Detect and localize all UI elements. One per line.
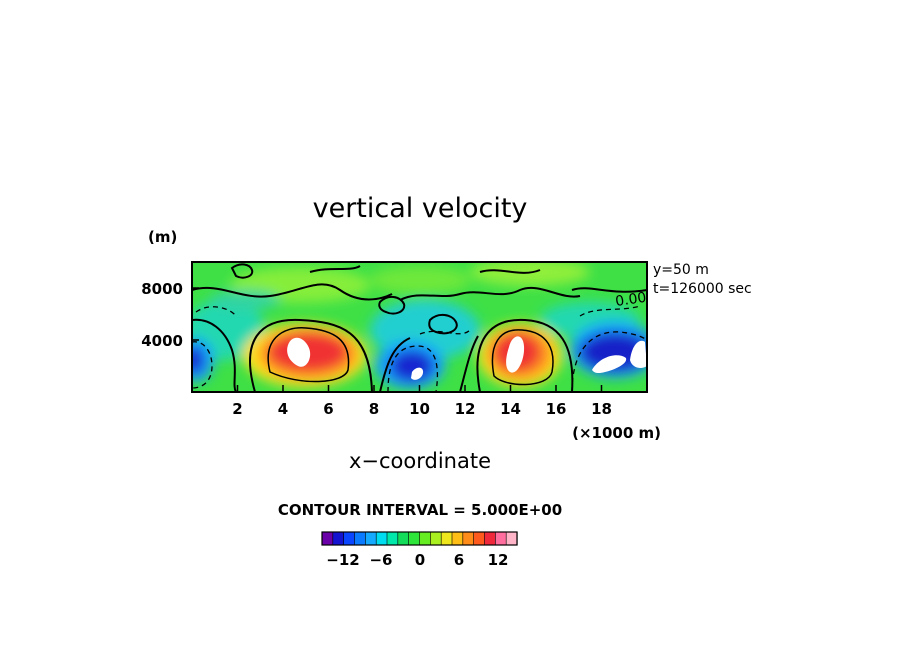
colorbar-swatch (505, 531, 518, 546)
y-axis-unit: (m) (148, 228, 177, 246)
contour-lines (192, 263, 647, 392)
colorbar-swatch (430, 531, 442, 546)
upper-light-patch (470, 262, 590, 286)
colorbar-swatch (495, 531, 507, 546)
x-tick-label: 16 (546, 400, 567, 418)
x-tick-label: 4 (278, 400, 288, 418)
colorbar-swatch (321, 531, 334, 546)
colorbar-swatch (375, 531, 388, 546)
annotation-time: t=126000 sec (653, 281, 752, 297)
colorbar-tick-label: −12 (326, 551, 359, 569)
x-tick-label: 14 (500, 400, 521, 418)
colorbar (321, 531, 518, 546)
upper-light-patch (370, 266, 470, 294)
colorbar-swatch (332, 531, 345, 546)
downdraft-core (192, 346, 204, 374)
heatmap-field: 0.00 (192, 262, 647, 392)
colorbar-tick-label: −6 (369, 551, 392, 569)
downdraft-peak-core (411, 367, 424, 380)
colorbar-swatch (354, 531, 366, 546)
colorbar-swatch (343, 531, 356, 546)
y-tick-label: 8000 (141, 280, 183, 298)
x-tick-label: 2 (232, 400, 242, 418)
x-axis-ticks (236, 385, 603, 392)
weak-downdraft-band (210, 290, 280, 310)
colorbar-swatch (365, 531, 377, 546)
colorbar-swatch (440, 531, 453, 546)
y-axis-ticks (192, 287, 199, 341)
colorbar-tick-label: 12 (488, 551, 509, 569)
colorbar-swatch (408, 531, 421, 546)
colorbar-swatch (451, 531, 464, 546)
colorbar-frame (321, 531, 518, 546)
colorbar-swatch (462, 531, 475, 546)
updraft-peak-core (506, 336, 525, 373)
y-tick-label: 4000 (141, 332, 183, 350)
updraft-peak-core (287, 337, 311, 367)
x-tick-label: 18 (591, 400, 612, 418)
colorbar-swatch (484, 531, 496, 546)
colorbar-swatch (397, 531, 410, 546)
downdraft-core (579, 332, 647, 372)
x-tick-label: 6 (323, 400, 333, 418)
contour-lines-negative (192, 305, 647, 392)
downdraft-core (390, 350, 434, 382)
x-tick-labels: 2 4 6 8 10 12 14 16 18 (232, 400, 612, 418)
colorbar-tick-label: 6 (454, 551, 464, 569)
x-tick-label: 10 (409, 400, 430, 418)
contour-label: 0.00 (614, 290, 647, 310)
colorbar-swatch (473, 531, 486, 546)
x-tick-label: 8 (369, 400, 379, 418)
x-axis-unit: (×1000 m) (572, 424, 661, 442)
colorbar-tick-label: 0 (415, 551, 425, 569)
x-tick-label: 12 (455, 400, 476, 418)
colorbar-swatch (386, 531, 399, 546)
downdraft-peak-core (592, 355, 627, 374)
x-axis-label: x−coordinate (349, 449, 491, 473)
contour-interval-text: CONTOUR INTERVAL = 5.000E+00 (278, 501, 562, 519)
colorbar-swatch (419, 531, 431, 546)
contour-lines-inner (267, 327, 554, 386)
chart-title: vertical velocity (313, 193, 528, 224)
downdraft-peak-core (630, 340, 647, 368)
annotation-y-position: y=50 m (653, 262, 709, 278)
